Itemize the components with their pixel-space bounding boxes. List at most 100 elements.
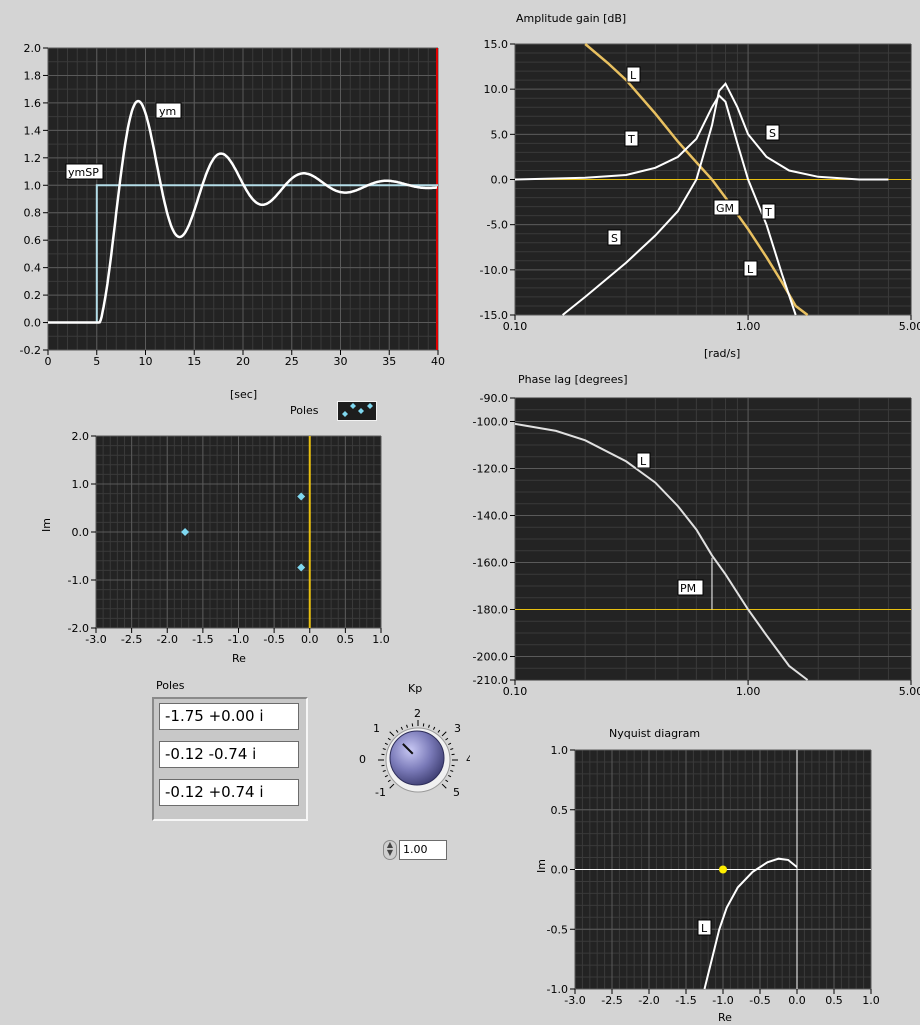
poles-ytick-label: -2.0	[68, 622, 89, 635]
kp-scale-tick	[428, 724, 430, 728]
poles-xtick-label: 0.0	[301, 633, 319, 646]
amp-xtick-label: 0.10	[503, 320, 528, 333]
poles-xtick-label: 0.5	[337, 633, 355, 646]
pole-value-1[interactable]: -1.75 +0.00 i	[159, 703, 299, 730]
svg-text:GM: GM	[716, 202, 734, 215]
poles-xtick-label: -1.5	[192, 633, 213, 646]
amplitude-s-line	[561, 81, 889, 316]
nyq-xtick-label: 1.0	[862, 994, 880, 1007]
kp-numeric-control: ▲ ▼ 1.00	[383, 838, 447, 862]
poles-xtick-label: -3.0	[85, 633, 106, 646]
poles-xtick-label: -1.0	[228, 633, 249, 646]
nyq-xtick-label: -3.0	[564, 994, 585, 1007]
poles-ytick-label: 0.0	[72, 526, 90, 539]
poles-ylabel: Im	[40, 518, 53, 532]
poles-list: -1.75 +0.00 i -0.12 -0.74 i -0.12 +0.74 …	[152, 697, 308, 821]
kp-tick-5: 5	[453, 786, 460, 799]
nyquist-title: Nyquist diagram	[609, 727, 701, 740]
kp-scale-tick	[450, 748, 454, 750]
kp-increment-decrement[interactable]: ▲ ▼	[383, 840, 397, 860]
svg-text:ym: ym	[159, 105, 176, 118]
nyq-ytick-label: 0.0	[551, 864, 569, 877]
svg-text:T: T	[764, 206, 772, 219]
pole-marker	[297, 492, 306, 501]
pole-value-3[interactable]: -0.12 +0.74 i	[159, 779, 299, 806]
kp-scale-tick	[384, 742, 388, 746]
phase-panel: -90.0 -100.0 -120.0 -140.0 -160.0 -180.0 -200.…	[460, 380, 920, 710]
time-xtick-label: 40	[431, 355, 445, 368]
time-xtick-label: 35	[382, 355, 396, 368]
nyq-ytick-label: 1.0	[551, 744, 569, 757]
nyq-xtick-label: -1.5	[675, 994, 696, 1007]
kp-tick-1: 1	[373, 722, 380, 735]
kp-scale-tick	[382, 770, 386, 772]
time-xtick-label: 0	[45, 355, 52, 368]
label-gm: GM	[713, 199, 740, 216]
phase-ytick-label: -120.0	[473, 463, 508, 476]
poles-ytick-label: -1.0	[68, 574, 89, 587]
label-s-left: S	[607, 229, 622, 246]
phase-chart: -90.0 -100.0 -120.0 -140.0 -160.0 -180.0 -200.…	[473, 392, 920, 698]
critical-point-marker	[719, 865, 727, 874]
amplitude-panel: 15.0 10.0 5.0 0.0 -5.0 -10.0 -15.0 0.10 1.00 5.00…	[460, 0, 920, 370]
ym-series-line	[48, 99, 438, 324]
kp-tick-3: 3	[454, 722, 461, 735]
svg-text:S: S	[769, 127, 776, 140]
svg-text:L: L	[747, 263, 754, 276]
time-xtick-label: 15	[187, 355, 201, 368]
kp-scale-tick	[445, 779, 449, 783]
kp-scale-tick	[450, 770, 454, 772]
pole-value-2[interactable]: -0.12 -0.74 i	[159, 741, 299, 768]
amp-ytick-label: 0.0	[491, 174, 509, 187]
kp-scale-tick	[387, 779, 391, 783]
nyquist-chart: 1.00.50.0-0.5-1.0-3.0 -2.5 -2.0 -1.5 -1.0 -0.…	[535, 744, 880, 1024]
svg-text:ymSP: ymSP	[68, 166, 99, 179]
kp-scale	[378, 720, 458, 789]
pole-marker	[181, 528, 190, 536]
phase-ytick-label: -100.0	[473, 416, 508, 429]
amp-ytick-label: -15.0	[480, 309, 508, 322]
kp-tick-0: 0	[359, 753, 366, 766]
poles-panel: 2.0 1.0 0.0 -1.0 -2.0 -3.0 -2.5 -2.0 -1.5 -1.0 -0.…	[30, 420, 410, 670]
ym-label: ym	[155, 102, 182, 119]
phase-ytick-label: -90.0	[480, 392, 508, 405]
kp-scale-tick	[448, 742, 452, 746]
phase-ytick-label: -180.0	[473, 604, 508, 617]
kp-scale-tick	[437, 729, 441, 733]
svg-text:PM: PM	[680, 582, 696, 595]
amp-ytick-label: 15.0	[484, 38, 509, 51]
label-t-left: T	[624, 130, 639, 147]
kp-value-input[interactable]: 1.00	[399, 840, 447, 860]
poles-chart: 2.01.00.0-1.0-2.0-3.0 -2.5 -2.0 -1.5 -1.0 -0.…	[40, 430, 390, 665]
kp-scale-tick	[448, 774, 452, 778]
nyq-xtick-label: -2.0	[638, 994, 659, 1007]
nyq-ytick-label: -0.5	[547, 923, 568, 936]
kp-scale-tick	[441, 731, 447, 737]
nyq-ytick-label: -1.0	[547, 983, 568, 996]
kp-tick-4: 4	[466, 753, 470, 766]
phase-l-line	[514, 422, 809, 681]
amplitude-xlabel: [rad/s]	[704, 347, 740, 360]
kp-knob[interactable]	[385, 727, 451, 793]
amplitude-l-line	[584, 43, 809, 316]
time-ytick-label: 1.0	[24, 179, 42, 192]
kp-label: Kp	[408, 682, 422, 695]
time-ytick-label: 0.6	[24, 234, 42, 247]
amp-ytick-label: 5.0	[491, 128, 509, 141]
pole-marker	[297, 563, 306, 572]
kp-scale-tick	[384, 774, 388, 778]
time-ytick-label: 1.2	[24, 152, 42, 165]
time-ytick-label: 0.2	[24, 289, 42, 302]
time-xtick-label: 25	[285, 355, 299, 368]
time-xtick-label: 20	[236, 355, 250, 368]
nyquist-panel: 1.0 0.5 0.0 -0.5 -1.0 -3.0 -2.5 -2.0 -1.5 -1.0 -0.…	[520, 740, 900, 1025]
kp-scale-tick	[395, 729, 399, 733]
label-s-right: S	[765, 124, 780, 141]
kp-needle	[402, 743, 414, 755]
poles-legend-button[interactable]	[337, 401, 377, 421]
phase-ytick-label: -200.0	[473, 651, 508, 664]
time-ytick-label: 1.8	[24, 69, 42, 82]
time-xtick-label: 5	[93, 355, 100, 368]
nyquist-l-line	[703, 857, 798, 990]
poles-legend-label: Poles	[290, 404, 319, 417]
